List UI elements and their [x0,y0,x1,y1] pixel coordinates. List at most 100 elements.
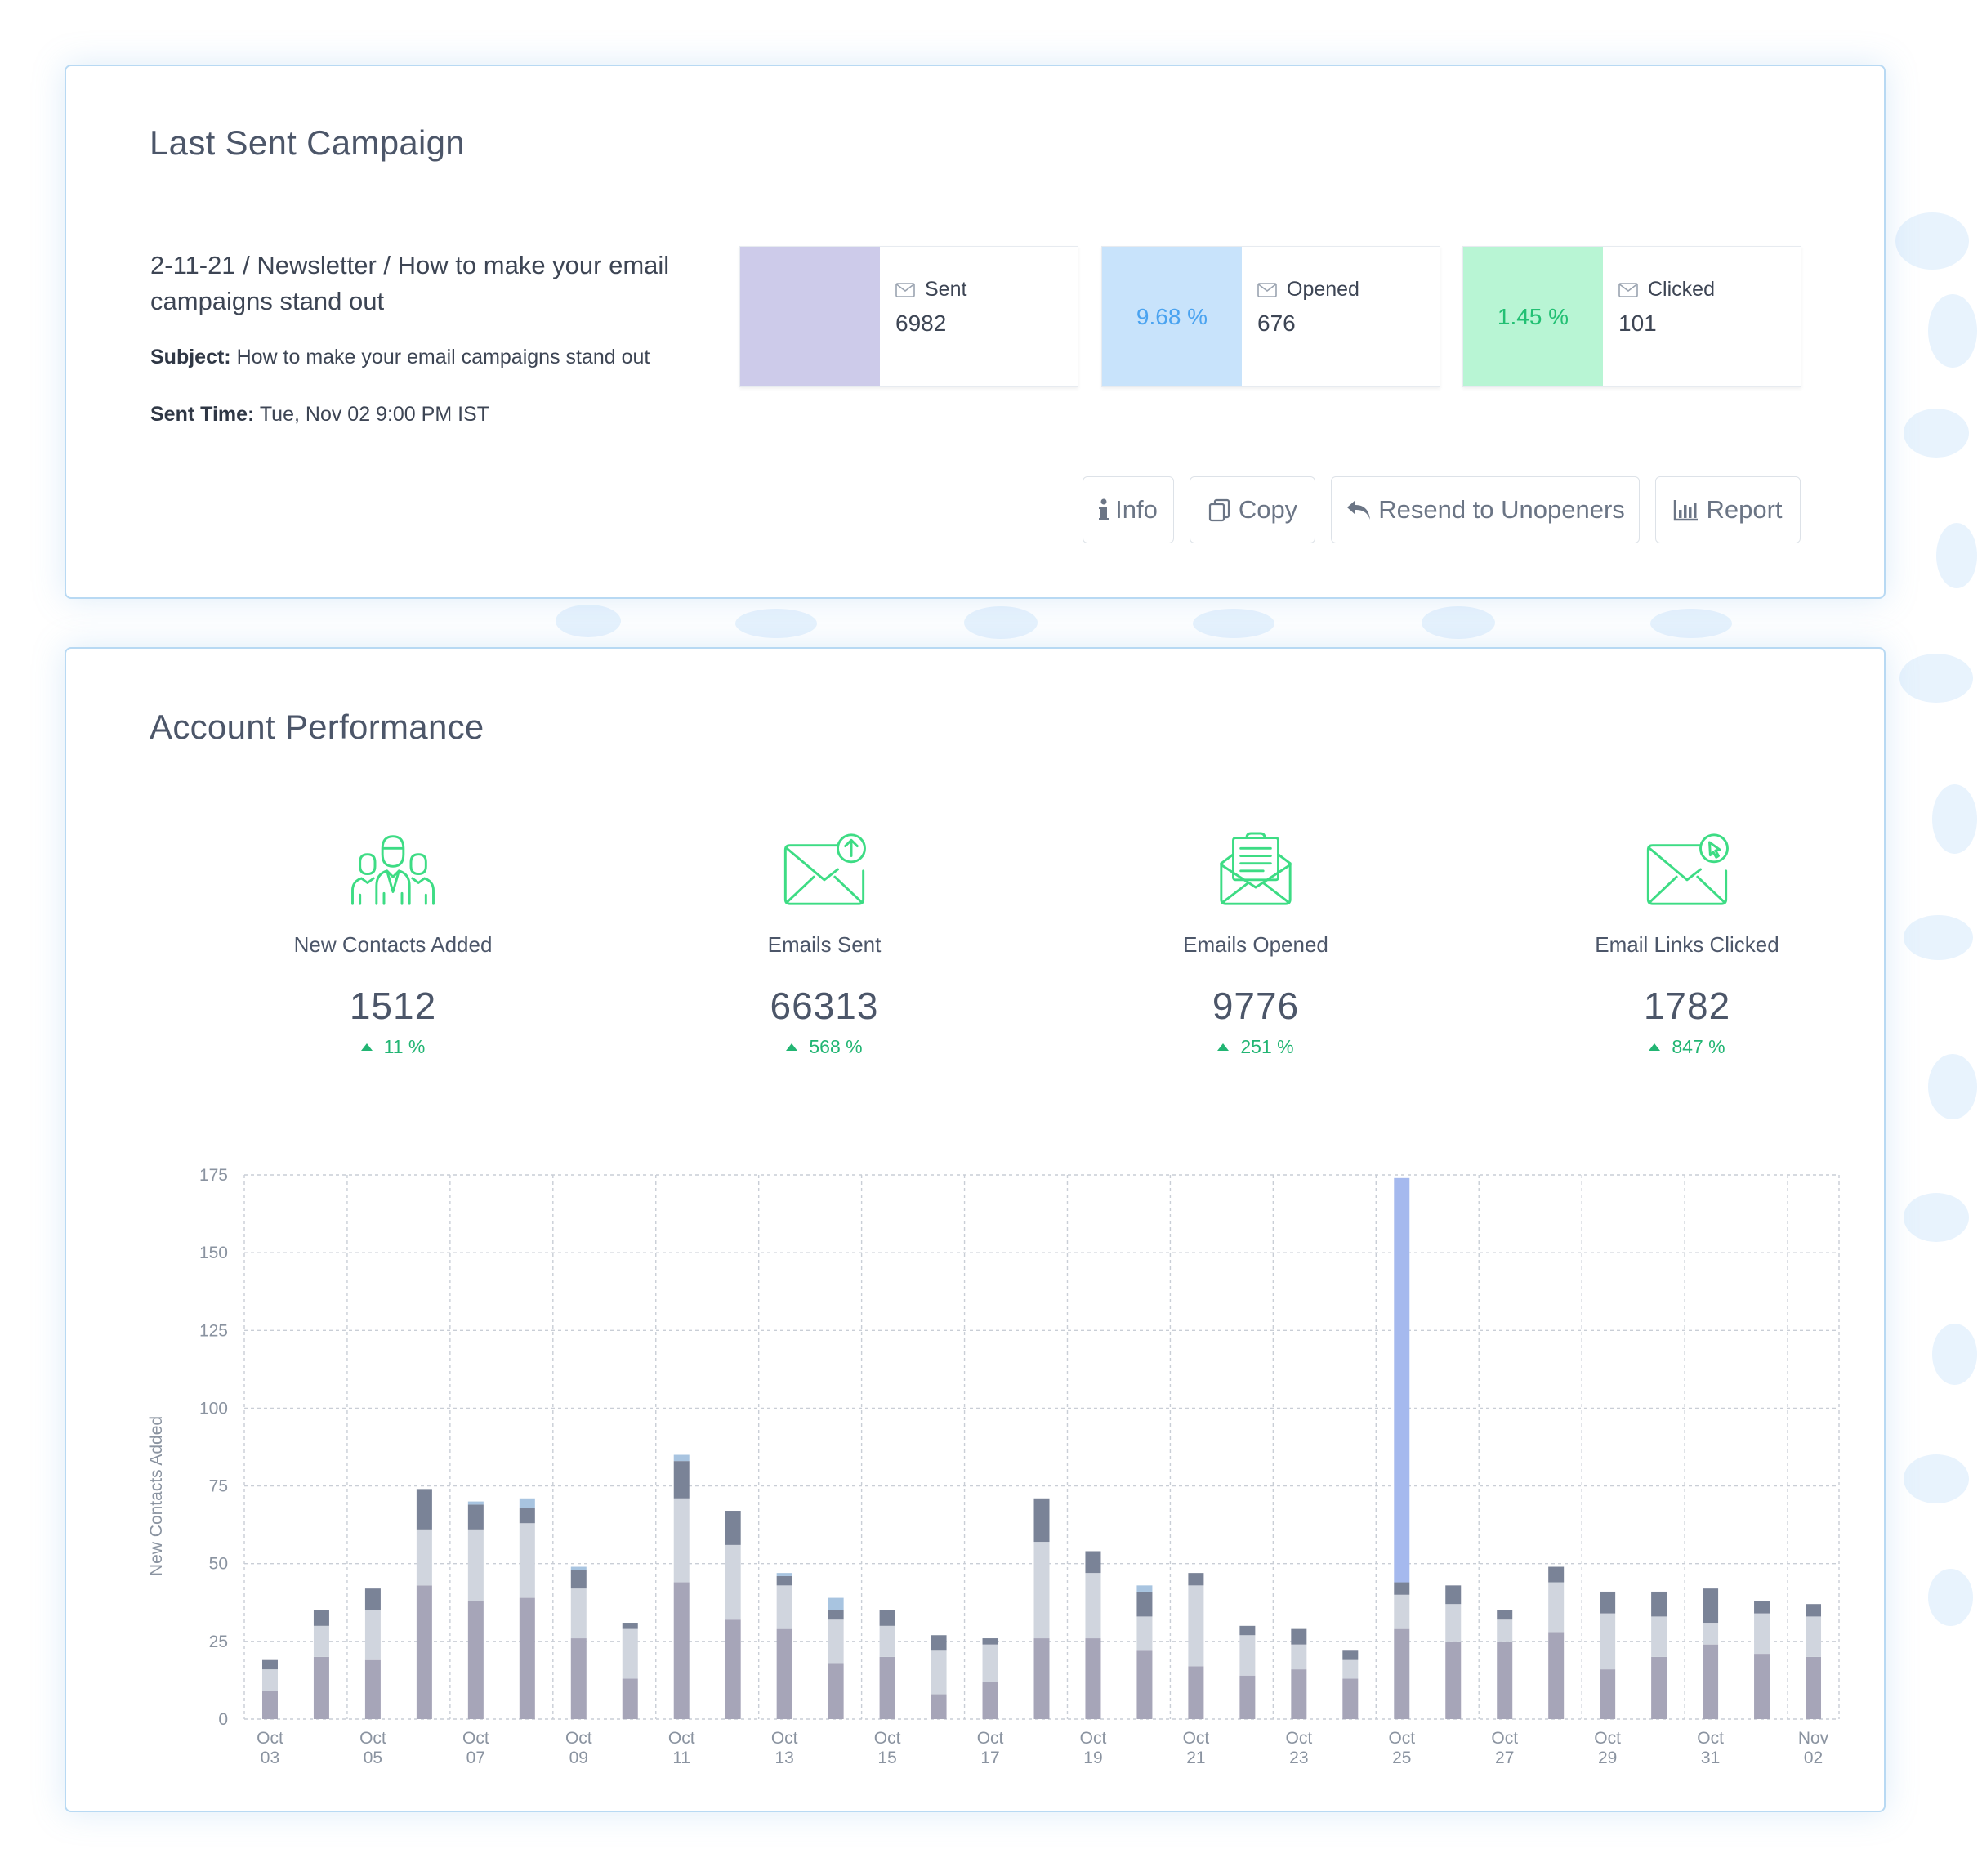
opened-label: Opened [1257,278,1359,302]
bar-segment [622,1623,638,1629]
bar-segment [1085,1551,1101,1574]
bar-segment [570,1566,587,1570]
bar-segment [1703,1588,1719,1624]
bar-segment [776,1585,792,1629]
bar-segment [879,1610,895,1626]
bar-segment [1497,1619,1513,1642]
new-contacts-bar-chart: 0 25 50 75 100 125 150 175 New Contacts Added Oct… [147,1166,1840,1767]
info-button[interactable]: Info [1083,476,1174,543]
campaign-subject: Subject: How to make your email campaign… [150,346,650,369]
envelope-icon [1618,282,1638,297]
bar-segment [622,1628,638,1679]
bar-segment [1548,1582,1565,1633]
bar-segment [467,1501,484,1505]
bar-segment [1394,1177,1410,1583]
x-tick-label: Oct [565,1729,592,1748]
x-tick-label: Oct [1491,1729,1518,1748]
bar-segment [1548,1632,1565,1719]
clicked-percent: 1.45 % [1497,303,1569,329]
bar-segment [879,1656,895,1719]
resend-to-unopeners-button[interactable]: Resend to Unopeners [1331,476,1640,543]
opened-swatch: 9.68 % [1102,247,1242,386]
bar-segment [1445,1604,1462,1642]
metric-label: New Contacts Added [293,932,493,957]
bar-segment [261,1659,278,1670]
bar-segment [1394,1582,1410,1595]
metric-change-value: 251 % [1240,1036,1294,1057]
opened-label-text: Opened [1287,278,1359,301]
y-tick-label: 150 [199,1244,228,1262]
sent-time-label: Sent Time: [150,403,255,426]
report-button[interactable]: Report [1655,476,1801,543]
bar-segment [1136,1650,1153,1719]
metric-change: 568 % [612,1036,1037,1058]
bar-segment [1033,1542,1050,1639]
sent-value: 6982 [895,310,947,336]
y-tick-label: 75 [209,1477,228,1496]
y-tick-label: 125 [199,1321,228,1340]
bar-segment [1703,1644,1719,1719]
metric-change-value: 847 % [1672,1036,1725,1057]
bar-segment [1394,1594,1410,1629]
y-tick-label: 25 [209,1633,228,1651]
x-tick-label: Oct [1388,1729,1415,1748]
x-tick-label: Oct [771,1729,798,1748]
bar-segment [725,1511,741,1545]
bar-segment [1806,1604,1822,1617]
bar-segment [776,1573,792,1576]
bar-segment [261,1669,278,1691]
bar-segment [1291,1644,1307,1670]
x-tick-label: 07 [466,1749,485,1767]
bar-segment [1188,1666,1204,1719]
x-tick-label: 15 [877,1749,896,1767]
x-tick-label: Nov [1798,1729,1829,1748]
bar-segment [570,1570,587,1589]
metric-label: Emails Opened [1183,932,1328,957]
bar-segment [1291,1628,1307,1645]
bar-segment [828,1619,844,1664]
copy-button-label: Copy [1238,495,1298,524]
bar-segment [1033,1498,1050,1543]
x-tick-label: Oct [668,1729,695,1748]
campaign-name[interactable]: 2-11-21 / Newsletter / How to make your … [150,251,670,315]
y-tick-label: 100 [199,1399,228,1418]
sent-swatch [740,247,880,386]
sent-stat-box: Sent 6982 [739,246,1078,387]
bar-segment [416,1489,432,1530]
bar-segment [313,1656,329,1719]
sent-time-value: Tue, Nov 02 9:00 PM IST [259,403,489,426]
x-tick-label: Oct [462,1729,489,1748]
x-tick-label: Oct [359,1729,386,1748]
bar-segment [1239,1675,1256,1719]
bar-segment [1497,1641,1513,1719]
metric-label: Email Links Clicked [1595,932,1779,957]
metric-value: 1782 [1643,985,1731,1027]
sent-label-text: Sent [925,278,967,301]
y-tick-label: 50 [209,1555,228,1574]
bar-segment [1394,1628,1410,1719]
clicked-label: Clicked [1618,278,1715,302]
bar-segment [1754,1601,1770,1614]
bar-segment [416,1585,432,1719]
x-tick-label: 27 [1495,1749,1514,1767]
bar-segment [1239,1635,1256,1676]
bar-segment [364,1659,381,1719]
bar-segment [725,1619,741,1719]
bar-chart-icon [1674,500,1699,521]
y-axis-title: New Contacts Added [147,1416,166,1576]
bar-segment [1136,1585,1153,1592]
bar-segment [519,1498,535,1508]
metric-change: 847 % [1475,1036,1899,1058]
bar-segment [879,1625,895,1657]
copy-button[interactable]: Copy [1190,476,1315,543]
x-tick-label: Oct [977,1729,1004,1748]
info-icon [1099,498,1109,520]
bar-segment [416,1529,432,1586]
bar-segment [828,1610,844,1620]
bar-segment [776,1628,792,1719]
clicked-stat-box: 1.45 % Clicked 101 [1462,246,1801,387]
bar-segment [1754,1654,1770,1719]
bar-segment [1497,1610,1513,1620]
metric-email-links-clicked: Email Links Clicked 1782 847 % [1475,829,1899,1058]
bar-segment [467,1504,484,1530]
